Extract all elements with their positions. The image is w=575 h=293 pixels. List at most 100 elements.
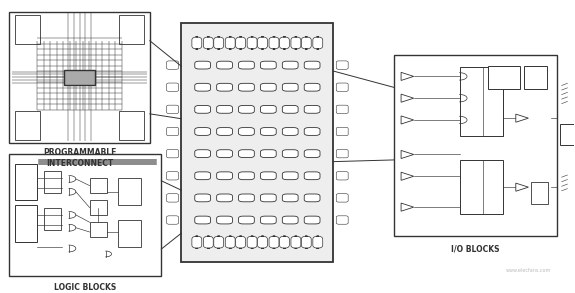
Bar [488,66,520,89]
Bar [9,12,150,143]
FancyBboxPatch shape [225,236,235,248]
FancyBboxPatch shape [304,105,320,113]
Bar [560,124,574,145]
FancyBboxPatch shape [279,37,289,49]
FancyBboxPatch shape [282,61,298,69]
FancyBboxPatch shape [236,236,246,248]
Text: I/O BLOCKS: I/O BLOCKS [451,245,500,254]
FancyBboxPatch shape [239,105,254,113]
FancyBboxPatch shape [304,216,320,224]
FancyBboxPatch shape [167,61,178,69]
Bar [531,182,549,204]
FancyBboxPatch shape [301,236,311,248]
FancyBboxPatch shape [167,194,178,202]
Polygon shape [401,150,413,159]
FancyBboxPatch shape [269,236,279,248]
FancyBboxPatch shape [217,150,232,158]
FancyBboxPatch shape [260,61,276,69]
FancyBboxPatch shape [239,150,254,158]
Polygon shape [516,183,528,191]
Bar [118,220,141,247]
FancyBboxPatch shape [336,61,348,69]
FancyBboxPatch shape [260,194,276,202]
FancyBboxPatch shape [239,216,254,224]
Bar [15,111,40,140]
FancyBboxPatch shape [269,37,279,49]
FancyBboxPatch shape [279,236,289,248]
FancyBboxPatch shape [217,216,232,224]
FancyBboxPatch shape [258,37,267,49]
FancyBboxPatch shape [282,83,298,91]
Text: www.elecfans.com: www.elecfans.com [506,268,551,273]
FancyBboxPatch shape [301,37,311,49]
Bar [459,160,503,214]
Bar [9,154,162,276]
FancyBboxPatch shape [195,216,210,224]
FancyBboxPatch shape [304,150,320,158]
FancyBboxPatch shape [336,105,348,114]
FancyBboxPatch shape [217,105,232,113]
FancyBboxPatch shape [260,216,276,224]
FancyBboxPatch shape [239,194,254,202]
Bar [15,164,37,200]
Bar [118,178,141,205]
FancyBboxPatch shape [260,150,276,158]
FancyBboxPatch shape [167,172,178,180]
Text: LOGIC BLOCKS: LOGIC BLOCKS [54,283,116,292]
Bar [90,178,107,193]
FancyBboxPatch shape [336,83,348,91]
FancyBboxPatch shape [239,172,254,180]
FancyBboxPatch shape [247,236,257,248]
FancyBboxPatch shape [258,236,267,248]
FancyBboxPatch shape [304,83,320,91]
Bar [64,70,95,85]
FancyBboxPatch shape [167,127,178,136]
FancyBboxPatch shape [214,236,224,248]
FancyBboxPatch shape [247,37,257,49]
FancyBboxPatch shape [236,37,246,49]
FancyBboxPatch shape [304,61,320,69]
FancyBboxPatch shape [167,83,178,91]
FancyBboxPatch shape [167,105,178,114]
FancyBboxPatch shape [336,194,348,202]
Bar [90,200,107,215]
FancyBboxPatch shape [192,37,202,49]
FancyBboxPatch shape [313,236,323,248]
Bar [394,54,557,236]
FancyBboxPatch shape [336,149,348,158]
Polygon shape [401,116,413,124]
FancyBboxPatch shape [217,172,232,180]
Polygon shape [401,203,413,211]
FancyBboxPatch shape [217,83,232,91]
FancyBboxPatch shape [204,236,213,248]
FancyBboxPatch shape [167,216,178,224]
FancyBboxPatch shape [217,127,232,135]
FancyBboxPatch shape [239,127,254,135]
FancyBboxPatch shape [195,83,210,91]
Polygon shape [401,94,413,102]
Bar [524,66,547,89]
FancyBboxPatch shape [239,83,254,91]
FancyBboxPatch shape [336,216,348,224]
FancyBboxPatch shape [192,236,202,248]
FancyBboxPatch shape [217,194,232,202]
FancyBboxPatch shape [313,37,323,49]
FancyBboxPatch shape [195,127,210,135]
FancyBboxPatch shape [225,37,235,49]
FancyBboxPatch shape [282,172,298,180]
Text: PROGRAMMABLE
INTERCONNECT: PROGRAMMABLE INTERCONNECT [43,148,116,168]
Bar [119,111,144,140]
Bar [459,67,503,136]
FancyBboxPatch shape [336,127,348,136]
FancyBboxPatch shape [260,127,276,135]
FancyBboxPatch shape [304,127,320,135]
Bar [181,23,334,262]
Bar [119,15,144,44]
FancyBboxPatch shape [195,172,210,180]
FancyBboxPatch shape [336,172,348,180]
FancyBboxPatch shape [282,127,298,135]
FancyBboxPatch shape [282,194,298,202]
FancyBboxPatch shape [260,105,276,113]
Bar [44,171,61,193]
FancyBboxPatch shape [217,61,232,69]
